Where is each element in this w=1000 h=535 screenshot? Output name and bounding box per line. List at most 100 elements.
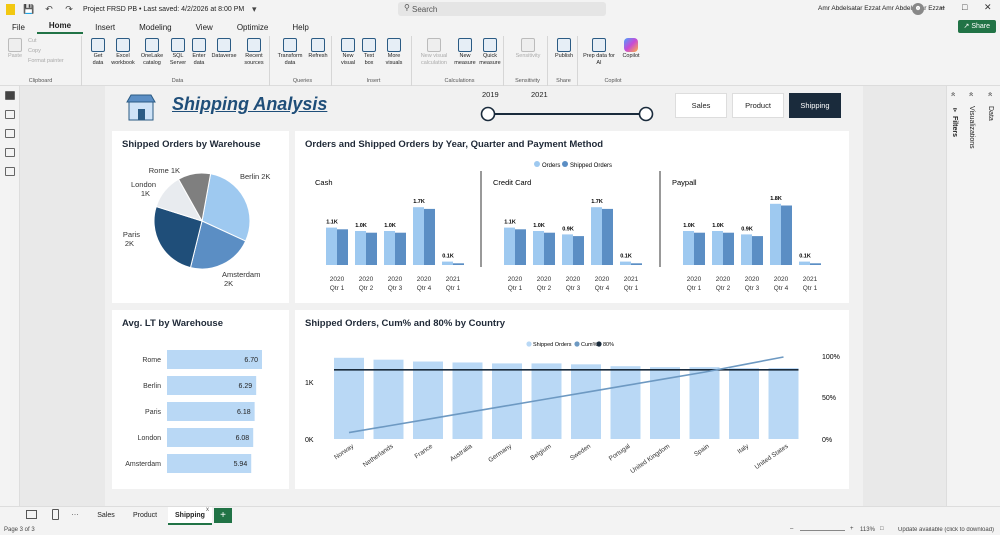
dax-query-view-icon[interactable]	[5, 148, 15, 157]
year-slider[interactable]	[478, 104, 658, 124]
bar-orders	[591, 207, 602, 265]
orders-card[interactable]: Orders and Shipped Orders by Year, Quart…	[295, 131, 849, 303]
update-notice[interactable]: Update available (click to download)	[898, 527, 995, 533]
quick-measure-button[interactable]: Quick measure	[478, 38, 502, 67]
slider-end-handle[interactable]	[638, 106, 654, 122]
refresh-icon	[311, 38, 325, 52]
pie-label-paris: Paris 2K	[123, 230, 140, 248]
get-data-label: Get data	[92, 53, 104, 66]
nav-shipping-button[interactable]: Shipping	[789, 93, 841, 118]
search-box[interactable]: ⚲ Search	[398, 2, 606, 16]
pareto-bar	[571, 364, 601, 439]
dataverse-button[interactable]: Dataverse	[210, 38, 238, 60]
pie-slice-paris	[153, 205, 203, 269]
x-tick-label: Australia	[449, 443, 474, 463]
legend-cum-marker	[574, 341, 580, 347]
close-page-tab-icon[interactable]: x	[206, 507, 209, 513]
x-tick-quarter: Qtr 4	[774, 285, 789, 292]
publish-button[interactable]: Publish	[552, 38, 576, 60]
ribbon: Paste Cut Copy Format painter Clipboard …	[0, 36, 1000, 86]
menu-help[interactable]: Help	[292, 22, 309, 32]
bar-shipped	[810, 263, 821, 265]
menu-insert[interactable]: Insert	[95, 22, 116, 32]
maximize-icon[interactable]: □	[962, 2, 968, 12]
pie-label-value: 1K	[141, 189, 150, 198]
zoom-slider[interactable]	[800, 530, 845, 531]
table-view-icon[interactable]	[5, 110, 15, 119]
cut-button[interactable]: Cut	[28, 38, 80, 45]
collapse-filters-icon[interactable]: «	[949, 92, 958, 97]
new-visual-calculation-button[interactable]: New visual calculation	[416, 38, 452, 67]
page-tab-sales[interactable]: Sales	[97, 512, 115, 519]
close-icon[interactable]: ✕	[984, 2, 992, 12]
enter-data-button[interactable]: Enter data	[190, 38, 208, 67]
paste-button[interactable]: Paste	[4, 38, 26, 60]
mobile-layout-icon[interactable]	[52, 509, 59, 520]
add-page-button[interactable]: +	[214, 508, 232, 523]
fit-page-icon[interactable]: □	[880, 526, 884, 532]
quick-measure-label: Quick measure	[479, 53, 501, 66]
slider-start-handle[interactable]	[480, 106, 496, 122]
zoom-in-icon[interactable]: +	[850, 526, 854, 532]
orders-chart-title: Orders and Shipped Orders by Year, Quart…	[305, 139, 604, 150]
desktop-layout-icon[interactable]	[26, 510, 37, 519]
bar-orders	[712, 231, 723, 265]
tmdl-view-icon[interactable]	[5, 167, 15, 176]
page-tab-shipping[interactable]: Shipping	[168, 507, 212, 525]
nav-product-button[interactable]: Product	[732, 93, 784, 118]
format-painter-button[interactable]: Format painter	[28, 58, 80, 65]
prep-data-ai-button[interactable]: Prep data for AI	[582, 38, 616, 67]
ribbon-group-calculations: New visual calculation New measure Quick…	[416, 36, 504, 86]
x-tick-label: Spain	[693, 443, 711, 458]
visualizations-pane-tab[interactable]: Visualizations	[968, 106, 975, 149]
excel-workbook-button[interactable]: Excel workbook	[110, 38, 136, 67]
model-view-icon[interactable]	[5, 129, 15, 138]
get-data-button[interactable]: Get data	[88, 38, 108, 67]
page-scroll-icon[interactable]: …	[71, 508, 79, 517]
new-visual-button[interactable]: New visual	[338, 38, 358, 67]
share-button[interactable]: ↗ Share	[957, 20, 996, 33]
undo-icon[interactable]: ↶	[45, 3, 53, 14]
onelake-catalog-button[interactable]: OneLake catalog	[138, 38, 166, 67]
menu-optimize[interactable]: Optimize	[236, 22, 269, 32]
menu-view[interactable]: View	[195, 22, 213, 32]
bar-orders	[741, 234, 752, 265]
x-tick-quarter: Qtr 4	[417, 285, 432, 292]
sql-server-button[interactable]: SQL Server	[168, 38, 188, 67]
zoom-out-icon[interactable]: –	[790, 526, 794, 532]
page-tab-product[interactable]: Product	[132, 512, 158, 519]
refresh-button[interactable]: Refresh	[306, 38, 330, 60]
filters-pane-tab[interactable]: ▿ Filters	[950, 106, 958, 137]
copilot-button[interactable]: Copilot	[618, 38, 644, 60]
avatar[interactable]: ☻	[912, 3, 924, 15]
title-dropdown-icon[interactable]: ▾	[251, 3, 257, 14]
new-measure-label: New measure	[454, 53, 476, 66]
menu-file[interactable]: File	[12, 22, 25, 32]
minimize-icon[interactable]: –	[940, 2, 946, 12]
new-measure-button[interactable]: New measure	[454, 38, 476, 67]
copy-button[interactable]: Copy	[28, 48, 80, 55]
legend-shipped-label: Shipped Orders	[533, 342, 572, 348]
x-tick-label: Netherlands	[362, 442, 395, 468]
data-pane-tab[interactable]: Data	[987, 106, 994, 121]
collapse-visualizations-icon[interactable]: «	[967, 92, 976, 97]
pareto-bar	[610, 366, 641, 439]
menu-modeling[interactable]: Modeling	[139, 22, 172, 32]
text-box-button[interactable]: Text box	[360, 38, 378, 67]
more-visuals-button[interactable]: More visuals	[380, 38, 408, 67]
transform-data-button[interactable]: Transform data	[276, 38, 304, 67]
report-view-icon[interactable]	[5, 91, 15, 100]
refresh-label: Refresh	[308, 53, 328, 59]
x-tick-year: 2020	[687, 276, 702, 283]
recent-sources-button[interactable]: Recent sources	[240, 38, 268, 67]
nav-sales-button[interactable]: Sales	[675, 93, 727, 118]
pareto-chart-title: Shipped Orders, Cum% and 80% by Country	[305, 318, 506, 329]
bar-orders	[770, 203, 781, 265]
sensitivity-button[interactable]: Sensitivity	[510, 38, 546, 60]
redo-icon[interactable]: ↷	[65, 3, 73, 14]
collapse-data-icon[interactable]: «	[986, 92, 995, 97]
menu-home[interactable]: Home	[36, 21, 84, 34]
x-tick-year: 2020	[595, 276, 610, 283]
pie-slice-berlin	[201, 173, 251, 242]
save-icon[interactable]: 💾	[23, 3, 35, 14]
